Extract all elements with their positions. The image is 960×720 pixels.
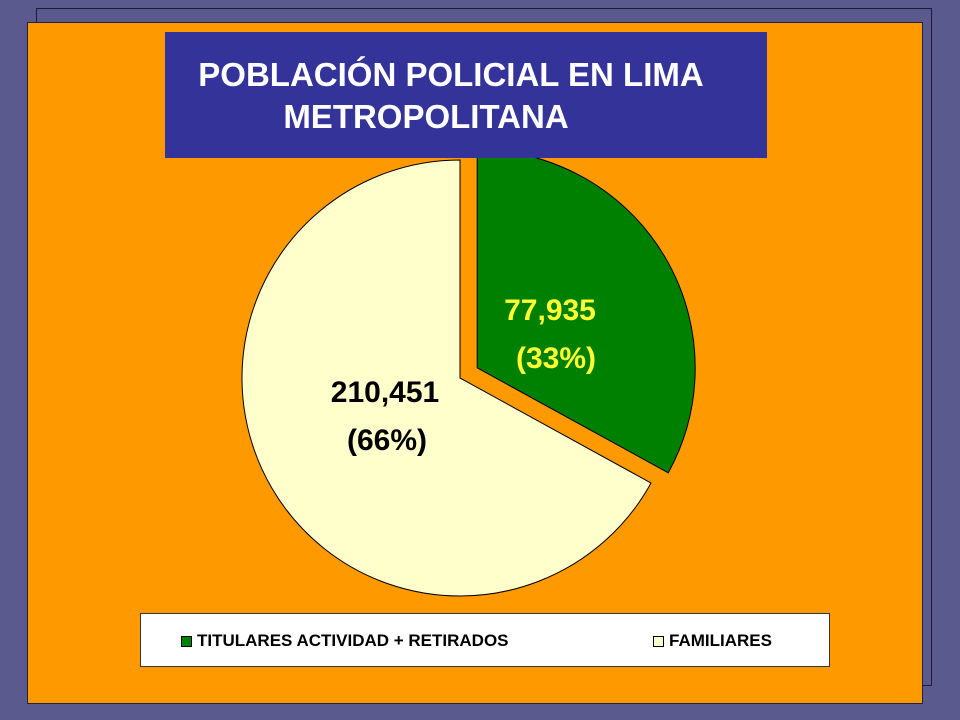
slice-percent-label-titulares: (33%) bbox=[516, 342, 596, 375]
chart-title-line-2: METROPOLITANA bbox=[283, 98, 569, 135]
chart-legend: TITULARES ACTIVIDAD + RETIRADOS FAMILIAR… bbox=[140, 613, 830, 667]
pie-slices bbox=[241, 149, 696, 597]
slice-value-label-titulares: 77,935 bbox=[504, 294, 596, 327]
legend-label-familiares: FAMILIARES bbox=[669, 631, 772, 650]
chart-title: POBLACIÓN POLICIAL EN LIMA METROPOLITANA bbox=[165, 32, 767, 158]
pie-slice-familiares bbox=[241, 159, 652, 597]
pie-labels: 77,935 (33%) 210,451 (66%) bbox=[331, 294, 596, 457]
legend-item-familiares: FAMILIARES bbox=[653, 631, 772, 651]
chart-title-line-1: POBLACIÓN POLICIAL EN LIMA bbox=[198, 56, 704, 93]
legend-item-titulares: TITULARES ACTIVIDAD + RETIRADOS bbox=[181, 631, 509, 651]
legend-label-titulares: TITULARES ACTIVIDAD + RETIRADOS bbox=[197, 631, 509, 650]
slice-percent-label-familiares: (66%) bbox=[347, 424, 427, 457]
slice-value-label-familiares: 210,451 bbox=[331, 376, 439, 409]
legend-swatch-familiares bbox=[653, 635, 664, 647]
legend-swatch-titulares bbox=[181, 635, 192, 647]
